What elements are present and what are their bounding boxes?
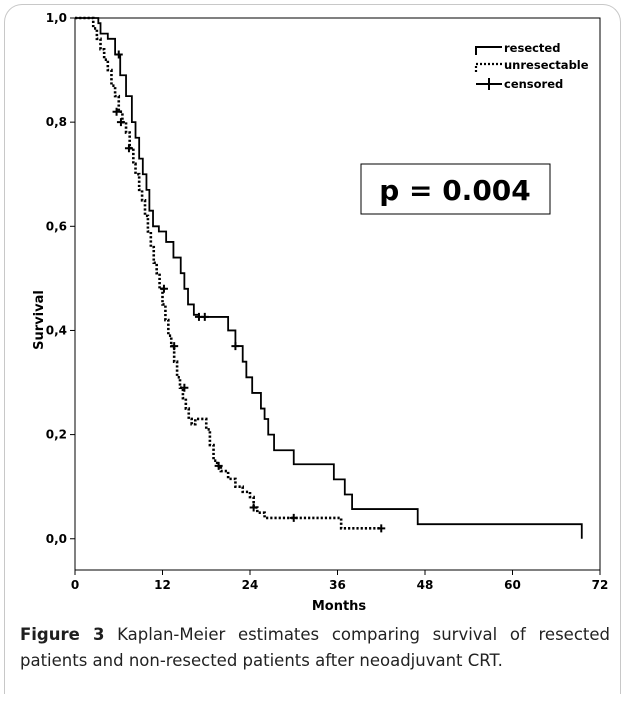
x-tick-label: 12 [154, 578, 171, 592]
censor-mark-unresectable [159, 284, 168, 293]
legend: resected unresectable censored [474, 41, 589, 91]
y-tick-label: 1,0 [46, 11, 67, 25]
censor-mark-unresectable [289, 513, 298, 522]
legend-label-censored: censored [504, 77, 563, 91]
x-tick-label: 60 [504, 578, 521, 592]
censor-mark-unresectable [170, 342, 179, 351]
survival-chart: 0,0 0,2 0,4 0,6 0,8 1,0 0 12 24 36 48 60 72 Survival… [32, 11, 609, 614]
censor-mark-resected [114, 50, 123, 59]
p-value-box: p = 0.004 [360, 163, 551, 215]
figure-caption-text: Kaplan-Meier estimates comparing surviva… [20, 625, 610, 670]
censor-mark-unresectable [180, 383, 189, 392]
censor-mark-unresectable [116, 118, 125, 127]
legend-label-resected: resected [504, 41, 560, 55]
legend-swatch-unresectable [474, 62, 502, 72]
censor-mark-unresectable [377, 524, 386, 533]
figure-label: Figure 3 [20, 625, 105, 644]
y-axis-title: Survival [32, 290, 47, 350]
censor-mark-unresectable [249, 503, 258, 512]
p-value-text: p = 0.004 [379, 174, 531, 207]
censor-mark-resected [200, 312, 209, 321]
plot-area [74, 17, 601, 571]
y-tick-label: 0,8 [46, 115, 67, 129]
legend-swatch-censored [476, 78, 502, 90]
censor-mark-unresectable [112, 107, 121, 116]
y-tick-label: 0,0 [46, 532, 67, 546]
x-tick-label: 24 [242, 578, 259, 592]
censor-mark-resected [231, 342, 240, 351]
x-axis-title: Months [312, 599, 367, 614]
series-line-unresectable [75, 16, 382, 530]
x-tick-label: 0 [71, 578, 79, 592]
censor-mark-unresectable [124, 144, 133, 153]
legend-label-unresectable: unresectable [504, 58, 589, 72]
censor-mark-unresectable [214, 461, 223, 470]
y-tick-label: 0,2 [46, 428, 67, 442]
y-tick-label: 0,6 [46, 219, 67, 233]
figure-caption: Figure 3 Kaplan-Meier estimates comparin… [20, 622, 610, 674]
series-line-resected [75, 17, 583, 539]
x-tick-label: 72 [592, 578, 609, 592]
x-tick-label: 48 [417, 578, 434, 592]
x-tick-label: 36 [329, 578, 346, 592]
y-tick-label: 0,4 [46, 323, 67, 337]
legend-swatch-resected [475, 46, 502, 55]
